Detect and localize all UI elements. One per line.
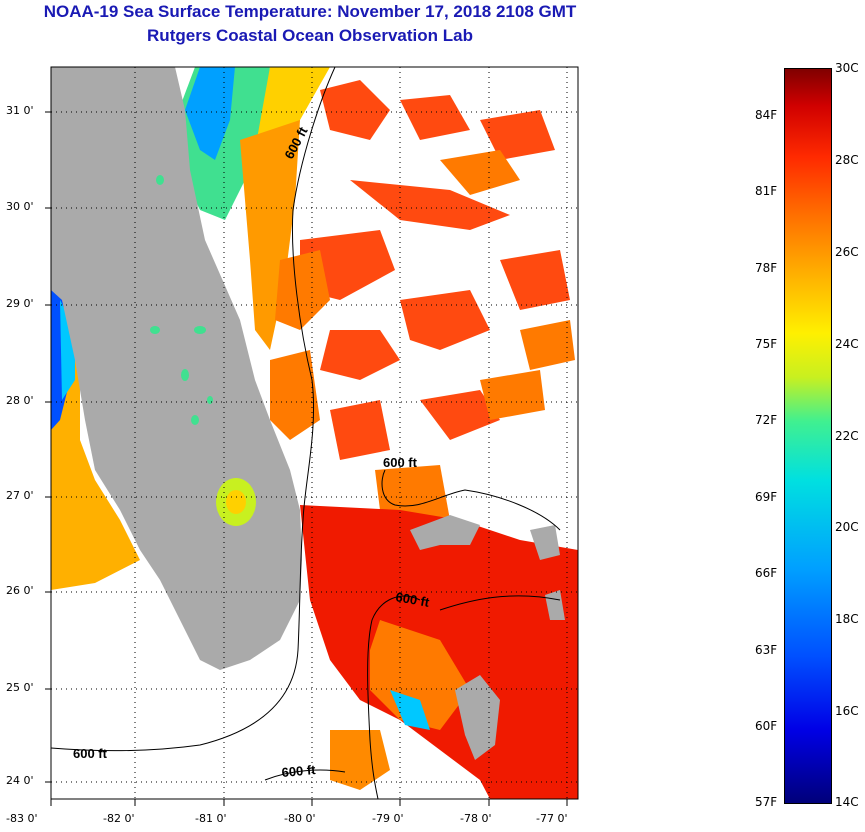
lat-label-29: 29 0' — [6, 297, 34, 310]
contour-label-bahamas: 600 ft — [383, 455, 418, 470]
colorbar-c-28: 28C — [835, 153, 859, 167]
colorbar-c-14: 14C — [835, 795, 859, 809]
map-frame — [50, 66, 579, 800]
scattered-warm-patches — [300, 80, 570, 460]
colorbar — [784, 68, 832, 804]
colorbar-f-78: 78F — [755, 261, 778, 275]
axis-ticks — [45, 111, 568, 806]
colorbar-c-20: 20C — [835, 520, 859, 534]
lat-label-26: 26 0' — [6, 584, 34, 597]
inland-lakes — [150, 175, 213, 425]
lat-label-24: 24 0' — [6, 774, 34, 787]
lat-label-25: 25 0' — [6, 681, 34, 694]
colorbar-c-24: 24C — [835, 337, 859, 351]
colorbar-f-81: 81F — [755, 184, 778, 198]
lon-gridlines — [134, 67, 568, 799]
colorbar-c-26: 26C — [835, 245, 859, 259]
colorbar-f-75: 75F — [755, 337, 778, 351]
colorbar-f-84: 84F — [755, 108, 778, 122]
shelf-water — [240, 120, 300, 350]
colorbar-c-22: 22C — [835, 429, 859, 443]
lon-label-79: -79 0' — [372, 812, 404, 825]
lon-label-80: -80 0' — [284, 812, 316, 825]
colorbar-f-66: 66F — [755, 566, 778, 580]
lon-label-81: -81 0' — [195, 812, 227, 825]
lake-okeechobee-center — [226, 490, 246, 514]
cay-sal-bank-water — [370, 620, 470, 730]
bahamas-land — [410, 515, 565, 760]
colorbar-c-18: 18C — [835, 612, 859, 626]
lon-label-77: -77 0' — [536, 812, 568, 825]
lat-label-31: 31 0' — [6, 104, 34, 117]
contour-label-straits: 600 ft — [394, 589, 431, 610]
map-title: NOAA-19 Sea Surface Temperature: Novembe… — [43, 2, 577, 21]
lat-label-30: 30 0' — [6, 200, 34, 213]
colorbar-c-16: 16C — [835, 704, 859, 718]
colorbar-c-30: 30C — [835, 61, 859, 75]
bank-cool-patch — [390, 690, 430, 730]
gulf-water — [51, 67, 140, 590]
lon-label-78: -78 0' — [460, 812, 492, 825]
lat-label-28: 28 0' — [6, 394, 34, 407]
contour-label-south: 600 ft — [281, 762, 317, 780]
colorbar-f-63: 63F — [755, 643, 778, 657]
lon-label-83: -83 0' — [6, 812, 38, 825]
south-orange-water — [330, 730, 390, 790]
colorbar-f-69: 69F — [755, 490, 778, 504]
map-subtitle: Rutgers Coastal Ocean Observation Lab — [147, 26, 473, 45]
coastal-cold-water — [185, 67, 235, 160]
north-gulf-land — [51, 67, 110, 270]
colorbar-f-72: 72F — [755, 413, 778, 427]
contour-label-keys: 600 ft — [73, 746, 108, 761]
colorbar-f-60: 60F — [755, 719, 778, 733]
colorbar-f-57: 57F — [755, 795, 778, 809]
lon-label-82: -82 0' — [103, 812, 135, 825]
lat-label-27: 27 0' — [6, 489, 34, 502]
